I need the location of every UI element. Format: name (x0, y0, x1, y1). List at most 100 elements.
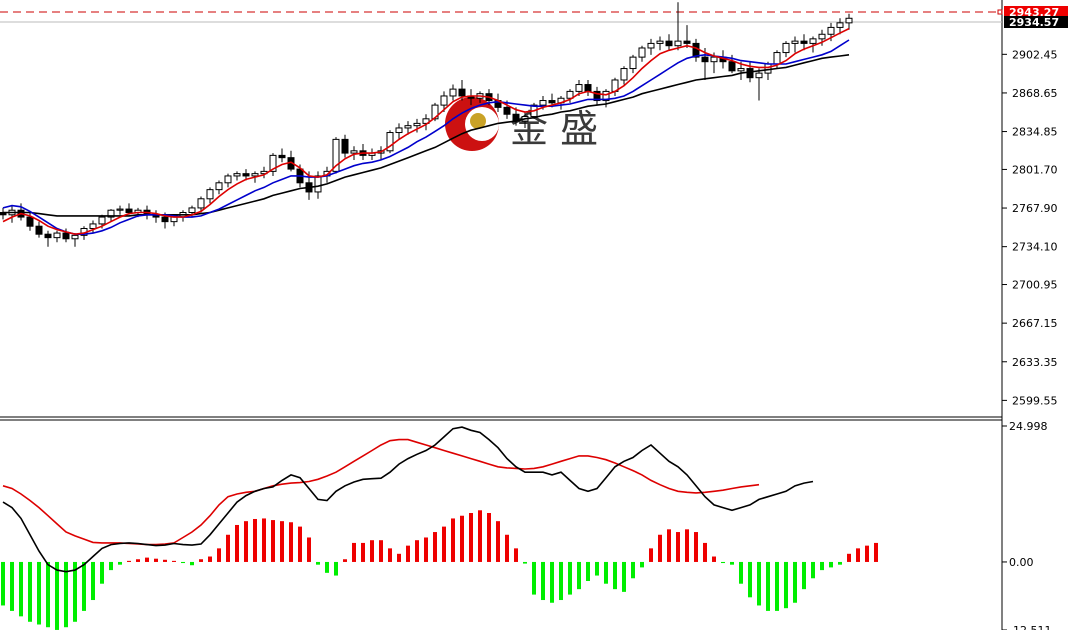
candle-body-up (89, 223, 97, 229)
macd-bar-positive (217, 548, 221, 562)
macd-bar-positive (397, 553, 401, 562)
macd-bar-negative (721, 561, 725, 564)
candle (350, 146, 358, 160)
macd-bar-negative (793, 561, 797, 603)
candle (629, 54, 637, 74)
candle-body-up (755, 72, 763, 79)
macd-bar-negative (109, 561, 113, 571)
candle-body-up (764, 63, 772, 74)
macd-bar-positive (505, 534, 509, 562)
macd-bar-positive (298, 526, 302, 562)
macd-bar-negative (325, 561, 329, 573)
macd-bar-negative (640, 561, 644, 568)
macd-bar-positive (667, 529, 671, 562)
candle-body-up (440, 95, 448, 106)
macd-bar-negative (838, 561, 842, 565)
last-price-label: 2934.57 (1009, 16, 1059, 29)
macd-bar-negative (784, 561, 788, 609)
candle-body-up (404, 125, 412, 129)
macd-bar-negative (775, 561, 779, 611)
candle-body-up (206, 189, 214, 200)
macd-bar-positive (145, 557, 149, 562)
macd-bar-negative (37, 561, 41, 625)
macd-bar-positive (271, 520, 275, 562)
price-tick-label: 2700.95 (1012, 279, 1058, 292)
macd-bar-positive (361, 542, 365, 562)
candle (233, 171, 241, 181)
candle-body-up (386, 132, 394, 152)
candle-body-up (809, 38, 817, 44)
candle-body-up (674, 40, 682, 47)
candle (116, 205, 124, 215)
macd-bar-positive (352, 542, 356, 562)
candle-body-down (278, 154, 286, 159)
macd-bar-positive (451, 518, 455, 562)
candle-body-down (242, 173, 250, 177)
candle (791, 36, 799, 53)
candle (35, 221, 43, 238)
macd-bar-positive (469, 513, 473, 562)
macd-bar-negative (595, 561, 599, 576)
macd-bar-positive (154, 558, 158, 562)
macd-bar-positive (478, 510, 482, 562)
candle-body-up (539, 100, 547, 106)
candle-body-up (251, 173, 259, 177)
candle (386, 130, 394, 154)
candle-body-up (602, 90, 610, 102)
candle (314, 171, 322, 199)
candle-body-up (422, 118, 430, 124)
candle (206, 187, 214, 204)
macd-bar-positive (514, 548, 518, 562)
macd-bar-positive (406, 545, 410, 562)
price-tick-label: 2633.35 (1012, 356, 1058, 369)
macd-bar-negative (757, 561, 761, 606)
candle-body-up (98, 216, 106, 225)
macd-bar-positive (658, 534, 662, 562)
macd-bar-negative (586, 561, 590, 581)
candle-body-down (35, 225, 43, 235)
candle-body-up (737, 68, 745, 72)
candle-body-up (233, 173, 241, 177)
macd-bar-positive (496, 521, 500, 562)
candle (809, 36, 817, 53)
candle (278, 148, 286, 163)
macd-bar-positive (424, 537, 428, 562)
price-tick-label: 2767.90 (1012, 202, 1058, 215)
price-tick-label: 2667.15 (1012, 317, 1058, 330)
macd-bar-positive (865, 545, 869, 562)
macd-bar-positive (433, 532, 437, 562)
macd-bar-negative (73, 561, 77, 622)
macd-layer (1, 426, 878, 630)
candle-body-up (224, 175, 232, 184)
macd-bar-positive (703, 542, 707, 562)
candle-body-up (116, 208, 124, 211)
macd-bar-negative (631, 561, 635, 579)
last-price-tag (1004, 16, 1068, 28)
candle-body-down (665, 40, 673, 47)
moving-averages-layer (2, 27, 850, 236)
candle (782, 41, 790, 58)
macd-bar-negative (577, 561, 581, 590)
macd-bar-negative (811, 561, 815, 579)
alert-marker (997, 9, 1003, 15)
candle (422, 114, 430, 131)
macd-bar-negative (1, 561, 5, 606)
macd-bar-positive (712, 556, 716, 562)
candle-body-up (53, 232, 61, 239)
candle (440, 91, 448, 112)
macd-bar-positive (244, 521, 248, 562)
candle-body-up (827, 26, 835, 35)
candle (44, 230, 52, 247)
candle-body-down (458, 88, 466, 97)
macd-bar-positive (127, 560, 131, 562)
candle-body-down (746, 68, 754, 79)
candle (593, 86, 601, 106)
candle-body-up (314, 175, 322, 193)
macd-bar-positive (379, 540, 383, 562)
candle-body-down (341, 138, 349, 154)
candle-body-up (395, 127, 403, 134)
candle (332, 137, 340, 174)
plot-background (0, 0, 1002, 630)
macd-bar-positive (856, 548, 860, 562)
